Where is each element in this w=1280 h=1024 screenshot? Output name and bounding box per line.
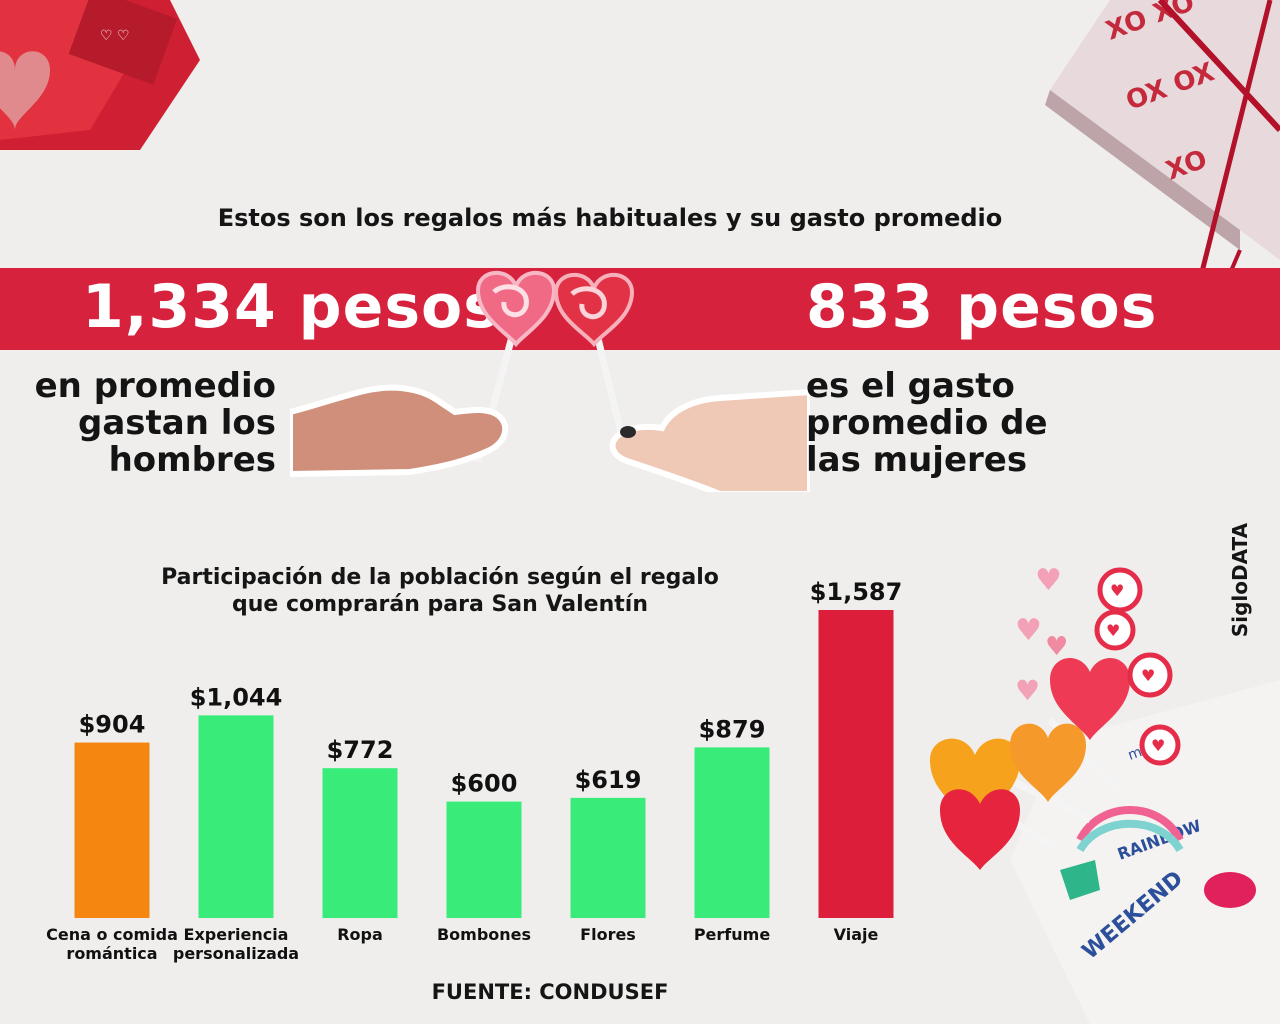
gift-box-icon: XO XO OX OX XO bbox=[1045, 0, 1280, 320]
headline: Estos son los regalos más habituales y s… bbox=[217, 204, 1003, 232]
men-caption: en promedio gastan los hombres bbox=[20, 368, 276, 479]
svg-text:♥: ♥ bbox=[1141, 666, 1155, 685]
chart-title-line: que comprarán para San Valentín bbox=[231, 592, 648, 617]
hands-lollipops-illustration bbox=[290, 270, 810, 492]
caption-line: gastan los bbox=[77, 403, 276, 443]
svg-text:♥: ♥ bbox=[1035, 563, 1062, 598]
caption-line: las mujeres bbox=[806, 440, 1028, 480]
chart-title-line: Participación de la población según el r… bbox=[161, 565, 719, 590]
source-note: FUENTE: CONDUSEF bbox=[431, 980, 669, 1004]
value-label: $619 bbox=[575, 766, 642, 794]
category-label: personalizada bbox=[173, 944, 299, 963]
svg-text:♥: ♥ bbox=[1110, 581, 1124, 600]
category-label: Perfume bbox=[694, 925, 770, 944]
candy-icon: meow RAINBOW WEEKEND ♥ ♥ ♥ ♥ ♥ ♥ ♥ ♥ bbox=[930, 563, 1280, 1024]
svg-text:♡ ♡: ♡ ♡ bbox=[100, 28, 130, 44]
category-label: Ropa bbox=[337, 925, 383, 944]
bar bbox=[198, 715, 274, 918]
bar bbox=[694, 747, 770, 918]
category-label: Viaje bbox=[834, 925, 879, 944]
value-label: $772 bbox=[327, 736, 394, 764]
bar bbox=[818, 610, 894, 918]
svg-text:♥: ♥ bbox=[1151, 736, 1165, 755]
value-label: $879 bbox=[699, 715, 766, 743]
value-label: $904 bbox=[79, 711, 146, 739]
category-label: Flores bbox=[580, 925, 636, 944]
bar bbox=[74, 742, 150, 918]
men-amount: 1,334 pesos bbox=[82, 272, 500, 342]
chart-title: Participación de la población según el r… bbox=[80, 564, 800, 618]
caption-line: es el gasto bbox=[806, 366, 1015, 406]
hand-icon bbox=[290, 384, 509, 478]
svg-text:♥: ♥ bbox=[1015, 613, 1042, 648]
value-label: $1,044 bbox=[190, 683, 283, 711]
women-amount: 833 pesos bbox=[806, 272, 1158, 342]
category-label: romántica bbox=[66, 944, 157, 963]
svg-text:♥: ♥ bbox=[1106, 621, 1120, 640]
bar bbox=[446, 801, 522, 918]
bar bbox=[322, 768, 398, 918]
women-caption: es el gasto promedio de las mujeres bbox=[806, 368, 1066, 479]
amount-band bbox=[0, 268, 1280, 350]
caption-line: promedio de bbox=[806, 403, 1048, 443]
value-label: $1,587 bbox=[810, 578, 903, 606]
brand-logo: SigloDATA bbox=[1220, 523, 1260, 637]
category-label: Cena o comida bbox=[46, 925, 178, 944]
category-label: Bombones bbox=[437, 925, 531, 944]
value-label: $600 bbox=[451, 770, 518, 798]
gift-box-icon: ♡ ♡ bbox=[0, 0, 200, 150]
svg-text:♥: ♥ bbox=[1015, 674, 1040, 707]
bar bbox=[570, 797, 646, 918]
brand-text: SigloDATA bbox=[1228, 522, 1252, 638]
category-label: Experiencia bbox=[184, 925, 289, 944]
svg-text:♥: ♥ bbox=[1045, 632, 1068, 662]
caption-line: hombres bbox=[108, 440, 276, 480]
hand-icon bbox=[609, 388, 810, 492]
caption-line: en promedio bbox=[34, 366, 276, 406]
